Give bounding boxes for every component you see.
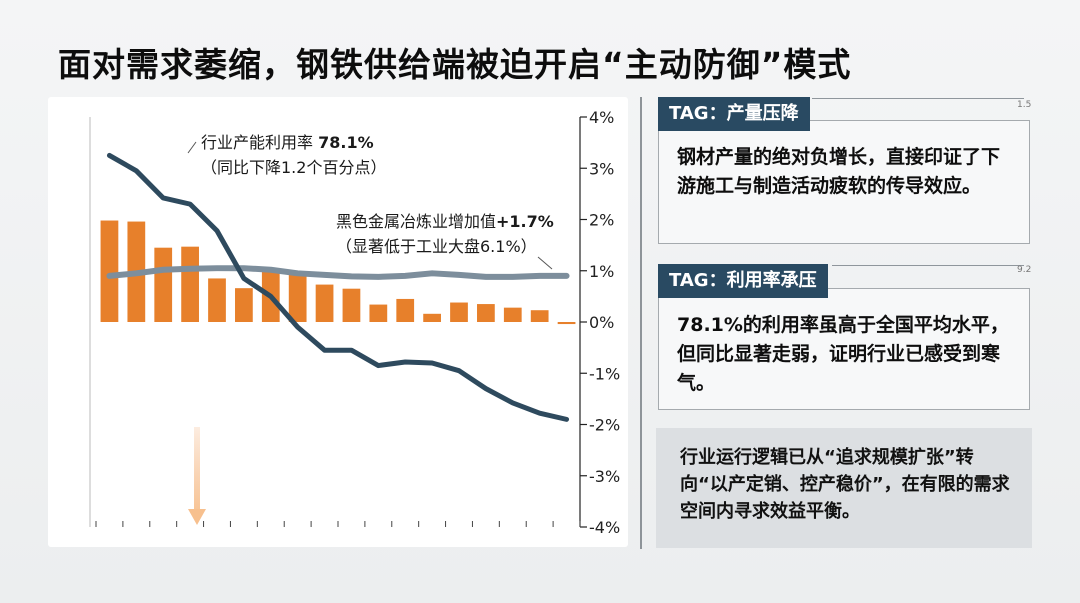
tag-number-1: 1.5 [1017,100,1032,110]
bar-4 [181,246,199,322]
tag-production-cut: TAG：产量压降 [658,97,810,131]
y-tick-label: 3% [589,159,614,178]
down-arrow-icon [188,427,206,525]
combo-chart: 4% 3% 2% 1% 0% -1% -2% -3% -4% 行业产能利用率 78.1% （同比… [89,108,620,537]
bar-15 [477,304,495,322]
y-tick-label: -3% [589,467,620,486]
bar-18 [557,322,576,325]
line-utilization [106,152,570,422]
bar-1 [100,220,119,322]
summary-box: 行业运行逻辑已从“追求规模扩张”转向“以产定销、控产稳价”，在有限的需求空间内寻… [656,428,1032,548]
vertical-divider [640,97,642,549]
y-tick-label: 0% [589,313,614,332]
bar-6 [235,288,253,322]
chart-panel: 4% 3% 2% 1% 0% -1% -2% -3% -4% 行业产能利用率 78.1% （同比… [48,97,628,547]
bar-10 [342,288,361,322]
tag-line-2 [832,265,1024,266]
bar-5 [208,278,226,322]
insight-card-1-text: 钢材产量的绝对负增长，直接印证了下游施工与制造活动疲软的传导效应。 [677,146,1001,197]
bar-17 [530,310,549,322]
annotation-value-added-line1: 黑色金属冶炼业增加值+1.7% [336,212,554,231]
bar-13 [423,313,441,322]
y-tick-label: 4% [589,108,614,127]
y-tick-label: 1% [589,262,614,281]
bar-8 [288,273,307,322]
annotation-value-added-line2: （显著低于工业大盘6.1%） [336,237,537,256]
annotation-leader-2 [537,256,553,270]
y-tick-label: 2% [589,211,614,230]
annotation-utilization-line1: 行业产能利用率 78.1% [201,133,374,152]
annotation-utilization-line2: （同比下降1.2个百分点） [201,158,386,177]
bar-14 [450,302,468,322]
insight-card-2: 78.1%的利用率虽高于全国平均水平，但同比显著走弱，证明行业已感受到寒气。 [658,288,1030,410]
insight-card-1: 钢材产量的绝对负增长，直接印证了下游施工与制造活动疲软的传导效应。 [658,120,1030,244]
page-title: 面对需求萎缩，钢铁供给端被迫开启“主动防御”模式 [58,45,852,84]
annotation-leader-1 [187,141,197,154]
tag-number-2: 9.2 [1017,265,1032,275]
bar-12 [396,298,415,322]
bar-9 [315,284,334,322]
line-value-added [106,265,570,280]
y-tick-label: -2% [589,416,620,435]
tag-utilization-pressure: TAG：利用率承压 [658,264,828,298]
bar-11 [369,304,388,322]
y-tick-label: -4% [589,518,620,537]
tag-line-1 [812,98,1024,99]
insight-card-2-text: 78.1%的利用率虽高于全国平均水平，但同比显著走弱，证明行业已感受到寒气。 [677,314,1009,394]
bar-3 [154,247,173,322]
y-tick-label: -1% [589,364,620,383]
bar-16 [503,307,522,322]
